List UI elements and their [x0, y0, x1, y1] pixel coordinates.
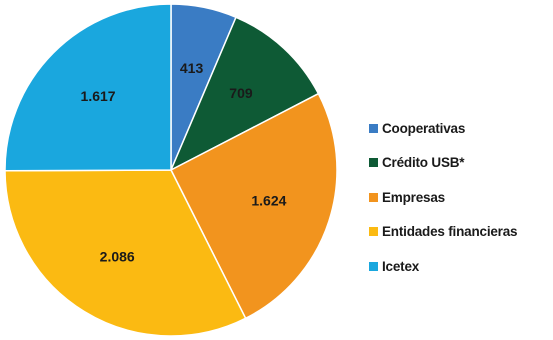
data-label-icetex: 1.617	[81, 88, 116, 104]
data-label-cooperativas: 413	[180, 60, 204, 76]
data-label-credito-usb: 709	[229, 85, 253, 101]
legend-item-entidades-financieras: Entidades financieras	[369, 222, 553, 242]
data-label-empresas: 1.624	[251, 192, 286, 208]
legend-swatch-credito-usb	[369, 158, 378, 167]
pie-slice-credito-usb	[169, 16, 320, 172]
pie-slice-empresas	[169, 92, 338, 320]
legend-label-cooperativas: Cooperativas	[382, 120, 466, 136]
data-label-entidades-financieras: 2.086	[100, 248, 135, 264]
legend-swatch-empresas	[369, 192, 378, 202]
legend-item-icetex: Icetex	[369, 256, 553, 276]
pie-slice-icetex	[4, 3, 172, 172]
pie-slice-entidades-financieras	[4, 169, 247, 337]
legend-swatch-cooperativas	[369, 123, 378, 133]
legend-label-empresas: Empresas	[382, 189, 445, 205]
legend-label-entidades-financieras: Entidades financieras	[382, 224, 518, 239]
legend-item-cooperativas: Cooperativas	[369, 118, 553, 138]
legend-swatch-entidades-financieras	[369, 227, 378, 236]
chart-legend: Cooperativas Crédito USB* Empresas Entid…	[369, 118, 553, 291]
legend-swatch-icetex	[369, 261, 378, 271]
legend-label-icetex: Icetex	[382, 258, 420, 274]
legend-label-credito-usb: Crédito USB*	[382, 155, 465, 170]
legend-item-credito-usb: Crédito USB*	[369, 153, 553, 173]
legend-item-empresas: Empresas	[369, 187, 553, 207]
